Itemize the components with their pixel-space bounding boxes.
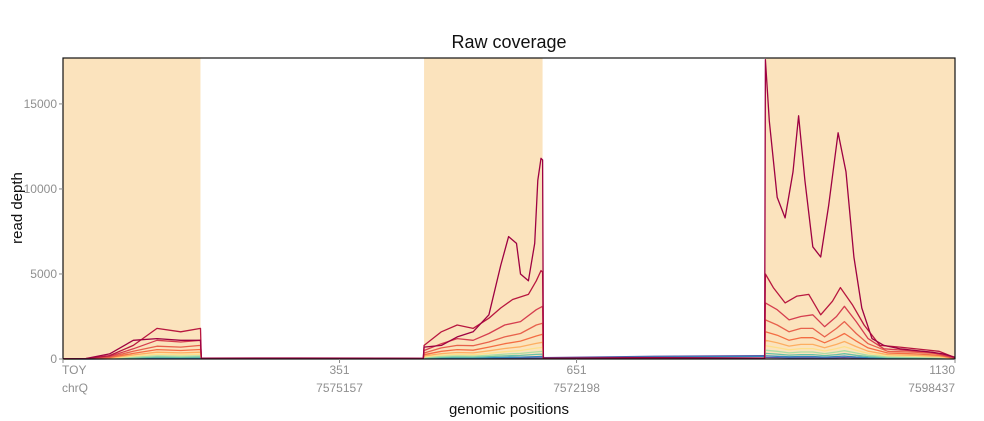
- chart-title: Raw coverage: [451, 32, 566, 52]
- coverage-line-8: [62, 349, 956, 360]
- coverage-line-2: [62, 269, 956, 360]
- coverage-line-10: [63, 355, 956, 360]
- x-axis-title: genomic positions: [449, 401, 569, 418]
- highlight-region-2: [424, 58, 543, 359]
- coverage-line-6: [62, 339, 956, 360]
- x-axis: TOY chrQ 351 7575157 651 7572198 1130 7598437: [62, 359, 956, 395]
- x-tick-sublabel: 7598437: [908, 381, 955, 395]
- x-tick-label: TOY: [62, 363, 86, 377]
- x-tick-sublabel: 7575157: [316, 381, 363, 395]
- y-axis-title: read depth: [9, 172, 26, 244]
- x-tick-label: 351: [330, 363, 350, 377]
- y-tick-label: 5000: [30, 267, 57, 281]
- plot-frame: [62, 57, 956, 360]
- highlight-region-1: [63, 58, 201, 359]
- coverage-line-1: [62, 59, 956, 360]
- y-tick-label: 15000: [24, 97, 58, 111]
- y-tick-label: 0: [50, 352, 57, 366]
- x-tick-label: 651: [567, 363, 587, 377]
- coverage-line-7: [62, 345, 956, 360]
- x-tick-sublabel: chrQ: [62, 381, 88, 395]
- y-axis: 0 5000 10000 15000: [24, 97, 63, 366]
- highlight-region-3: [765, 58, 955, 359]
- highlight-regions: [63, 58, 955, 359]
- coverage-lines: [62, 59, 956, 360]
- x-tick-label: 1130: [929, 363, 955, 377]
- x-tick-sublabel: 7572198: [553, 381, 600, 395]
- coverage-line-4: [62, 319, 956, 360]
- coverage-line-9: [62, 352, 956, 360]
- y-tick-label: 10000: [24, 182, 58, 196]
- coverage-line-5: [63, 331, 956, 360]
